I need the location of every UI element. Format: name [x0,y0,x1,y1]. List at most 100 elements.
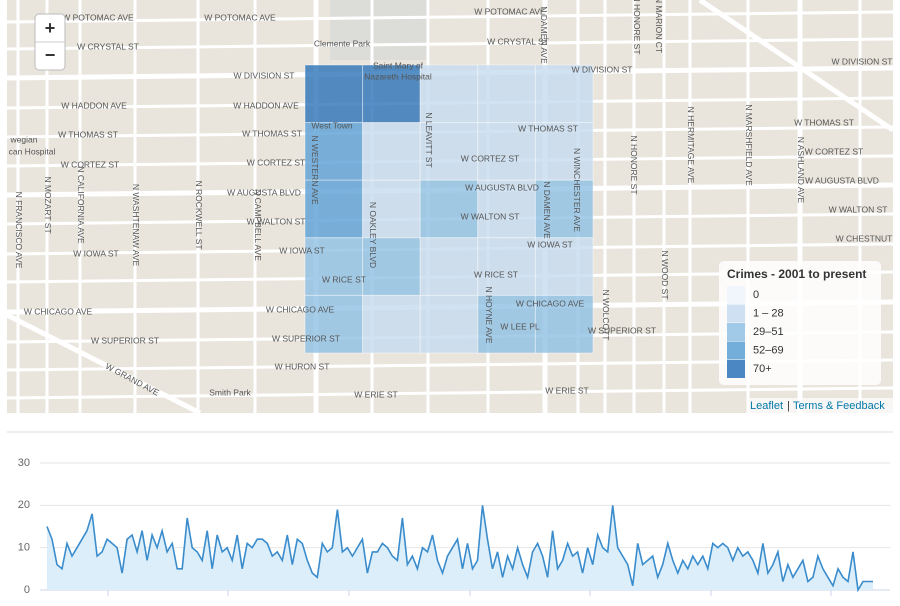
street-label: W HADDON AVE [233,100,299,110]
grid-cell [304,294,364,354]
street-label: W LEE PL [500,321,539,331]
street-label: N ROCKWELL ST [194,180,204,249]
x-ticks [107,590,832,596]
street-label: W THOMAS ST [58,129,118,139]
street [6,37,894,51]
y-tick-label: 10 [18,542,30,554]
grid-cell [419,237,479,296]
street-label: W THOMAS ST [242,128,302,138]
grid-cell [304,237,364,296]
grid-cell [477,64,536,124]
street-label: W CORTEZ ST [805,146,863,156]
street-label: W AUGUSTA BLVD [805,175,879,185]
street-label: N CALIFORNIA AVE [76,166,86,244]
grid-cell [304,179,364,239]
street-label: N MARSHFIELD AVE [744,104,754,186]
legend-title: Crimes - 2001 to present [727,267,866,281]
street-label: W ERIE ST [354,389,397,399]
zoom-out[interactable]: − [45,45,56,65]
street-label: W HURON ST [275,361,330,371]
street-label: W THOMAS ST [518,123,578,133]
street-label: wegian [10,134,38,144]
street-label: W CHICAGO AVE [24,306,93,316]
street-label: W SUPERIOR ST [91,335,159,345]
street-label: N ASHLAND AVE [796,137,806,204]
grid-cell [534,122,594,181]
grid-cell [477,294,536,354]
attribution-box [748,398,893,413]
grid-cell [419,294,479,354]
grid-cell [534,64,594,124]
street-label: W HADDON AVE [61,100,127,110]
grid-cell [477,237,536,296]
street-label: N OAKLEY BLVD [368,202,378,268]
street-label: Smith Park [209,387,251,397]
street [5,312,202,416]
legend-swatch [727,341,745,360]
grid-cell [362,122,421,181]
street-label: W WALTON ST [829,204,888,214]
grid-cell [362,294,421,354]
legend-label: 1 – 28 [753,307,784,319]
street-label: N WESTERN AVE [310,135,320,205]
legend-swatch [727,360,745,378]
street-label: W CHICAGO AVE [266,304,335,314]
grid-cell [362,179,421,239]
street-label: W POTOMAC AVE [204,12,276,22]
street [6,10,894,24]
street-label: Saint Mary of [373,60,424,70]
street [6,386,894,400]
street-label: N WOLCOTT [601,290,611,341]
street-label: West Town [311,120,353,130]
street-label: W IOWA ST [73,248,119,258]
grid-cell [534,237,594,296]
street-label: W WALTON ST [461,211,520,221]
street-label: W THOMAS ST [794,117,854,127]
street-label: N WINCHESTER AVE [572,148,582,232]
grid-cell [419,64,479,124]
street-label: N WOOD ST [660,250,670,299]
street-labels: W POTOMAC AVE W POTOMAC AVE W POTOMAC AVE W… [9,0,893,399]
attribution-link[interactable]: Leaflet [750,400,783,412]
zoom-in[interactable]: + [45,18,56,38]
street-label: N DAMEN AVE [542,181,552,239]
grid-cell [477,179,536,239]
legend-swatch [727,286,745,304]
street-label: W POTOMAC AVE [62,12,134,22]
legend-label: 0 [753,289,759,301]
grid-cell [304,64,364,124]
street-label: W ERIE ST [545,385,588,395]
legend-box [719,261,881,385]
street-label: W SUPERIOR ST [272,333,340,343]
choropleth [304,64,594,354]
street-label: W IOWA ST [527,239,573,249]
legend: Crimes - 2001 to present 0 1 – 28 29–51 52–… [719,261,881,385]
street-label: W AUGUSTA BLVD [227,187,301,197]
street-label: Nazareth Hospital [364,71,432,81]
street [698,0,895,133]
street-label: W AUGUSTA BLVD [465,182,539,192]
street-label: N CAMPBELL AVE [253,189,263,261]
zoom-control: + − [34,13,66,71]
street-label: W DIVISION ST [832,56,893,66]
street-label: W RICE ST [322,274,366,284]
street-label: N HOYNE AVE [484,287,494,344]
legend-label: 70+ [753,363,772,375]
street-label: W SUPERIOR ST [588,325,656,335]
attribution-separator: | [787,400,790,412]
street-label: W CRYSTAL ST [77,41,139,51]
attribution-link[interactable]: Terms & Feedback [793,400,885,412]
y-tick-label: 30 [18,457,30,469]
street-label: W IOWA ST [279,245,325,255]
y-tick-label: 20 [18,499,30,511]
legend-swatch [727,304,745,323]
street-label: N DAMEN AVE [539,6,549,64]
chart: 0 10 20 30 [18,457,890,596]
street-label: W WALTON ST [247,216,306,226]
park [330,0,430,60]
street-label: N MARION CT [654,0,664,53]
street-label: N HONORE ST [629,135,639,194]
grid-cell [534,294,594,354]
grid-cell [534,179,594,239]
